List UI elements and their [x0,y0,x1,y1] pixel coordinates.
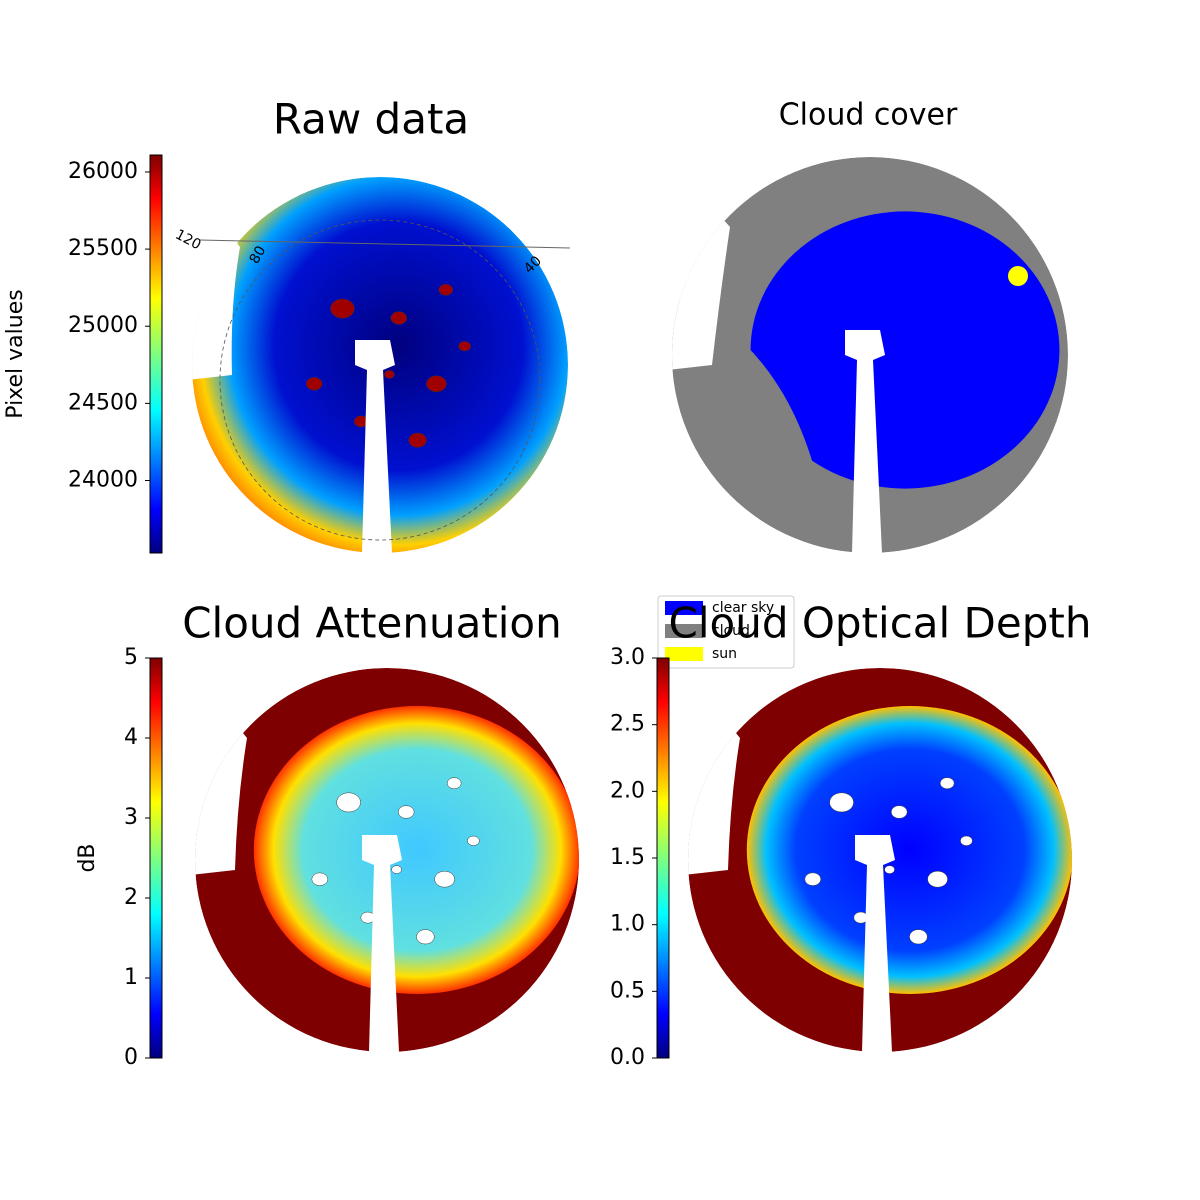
polar-label: 120 [172,227,203,254]
colorbar-tick-label: 25500 [68,236,138,261]
colorbar [149,657,163,1059]
colorbar-label: dB [75,843,100,872]
mast [362,835,402,1052]
panel-title: Cloud Attenuation [182,599,562,648]
colorbar-tick-label: 24000 [68,467,138,492]
cloud-dot [829,792,854,813]
legend-label: cloud [712,623,750,639]
legend-label: sun [712,646,737,662]
cloud-dot [467,835,480,846]
cloud-dot [804,872,822,886]
colorbar-tick-label: 1.5 [610,845,645,870]
sky-image [672,157,1068,553]
colorbar-tick-label: 25000 [68,313,138,338]
cloud-dot [397,805,415,819]
colorbar-label: Pixel values [3,289,28,418]
colorbar-tick-label: 1 [124,965,138,990]
sun [1008,266,1028,286]
cloud-dot [390,311,408,325]
clear-region [253,706,579,994]
colorbar-tick-label: 0 [124,1045,138,1070]
legend-swatch [665,601,703,615]
cloud-dot [884,865,895,874]
cloud-dot [434,870,455,888]
mast [845,330,885,553]
colorbar-tick-label: 0.0 [610,1045,645,1070]
cloud-dot [384,370,395,379]
colorbar-tick-label: 3.0 [610,645,645,670]
cloud-dot [927,870,948,888]
panel-title: Raw data [273,95,469,144]
colorbar-tick-label: 0.5 [610,978,645,1003]
sky-image [688,668,1072,1052]
cloud-dot [438,283,454,296]
colorbar-tick-label: 3 [124,805,138,830]
mast [355,340,395,553]
legend-swatch [665,647,703,661]
cloud-dot [909,929,928,945]
cloud-dot [408,432,427,448]
cloud-dot [426,375,447,393]
clear-region [750,211,1060,489]
cloud-dot [330,298,355,319]
cloud-dot [960,835,973,846]
panel-title: Cloud cover [779,98,958,133]
cloud-dot [890,805,908,819]
polar-ring [219,219,541,541]
colorbar-tick-label: 1.0 [610,912,645,937]
cloud-dot [311,872,329,886]
sky-image [195,668,579,1052]
colorbar-tick-label: 2 [124,885,138,910]
clear-region [746,706,1072,994]
mast [855,835,895,1052]
colorbar [656,657,670,1059]
legend-swatch [665,624,703,638]
colorbar-tick-label: 2.5 [610,712,645,737]
panel-title: Cloud Optical Depth [669,599,1092,648]
cloud-dot [939,777,955,790]
polar-label: 80 [247,243,270,266]
colorbar-tick-label: 4 [124,725,138,750]
colorbar [149,154,163,554]
polar-spoke [199,239,571,249]
cloud-dot [336,792,361,813]
cloud-dot [446,777,462,790]
cloud-dot [458,341,471,352]
cloud-dot [416,929,435,945]
colorbar-tick-label: 26000 [68,159,138,184]
colorbar-tick-label: 24500 [68,390,138,415]
legend: clear sky cloud sun [657,595,795,669]
image-body [688,668,1072,1052]
cloud-dot [391,865,402,874]
legend-label: clear sky [712,600,774,616]
colorbar-tick-label: 5 [124,645,138,670]
cloud-dot [305,377,323,391]
colorbar-tick-label: 2.0 [610,778,645,803]
